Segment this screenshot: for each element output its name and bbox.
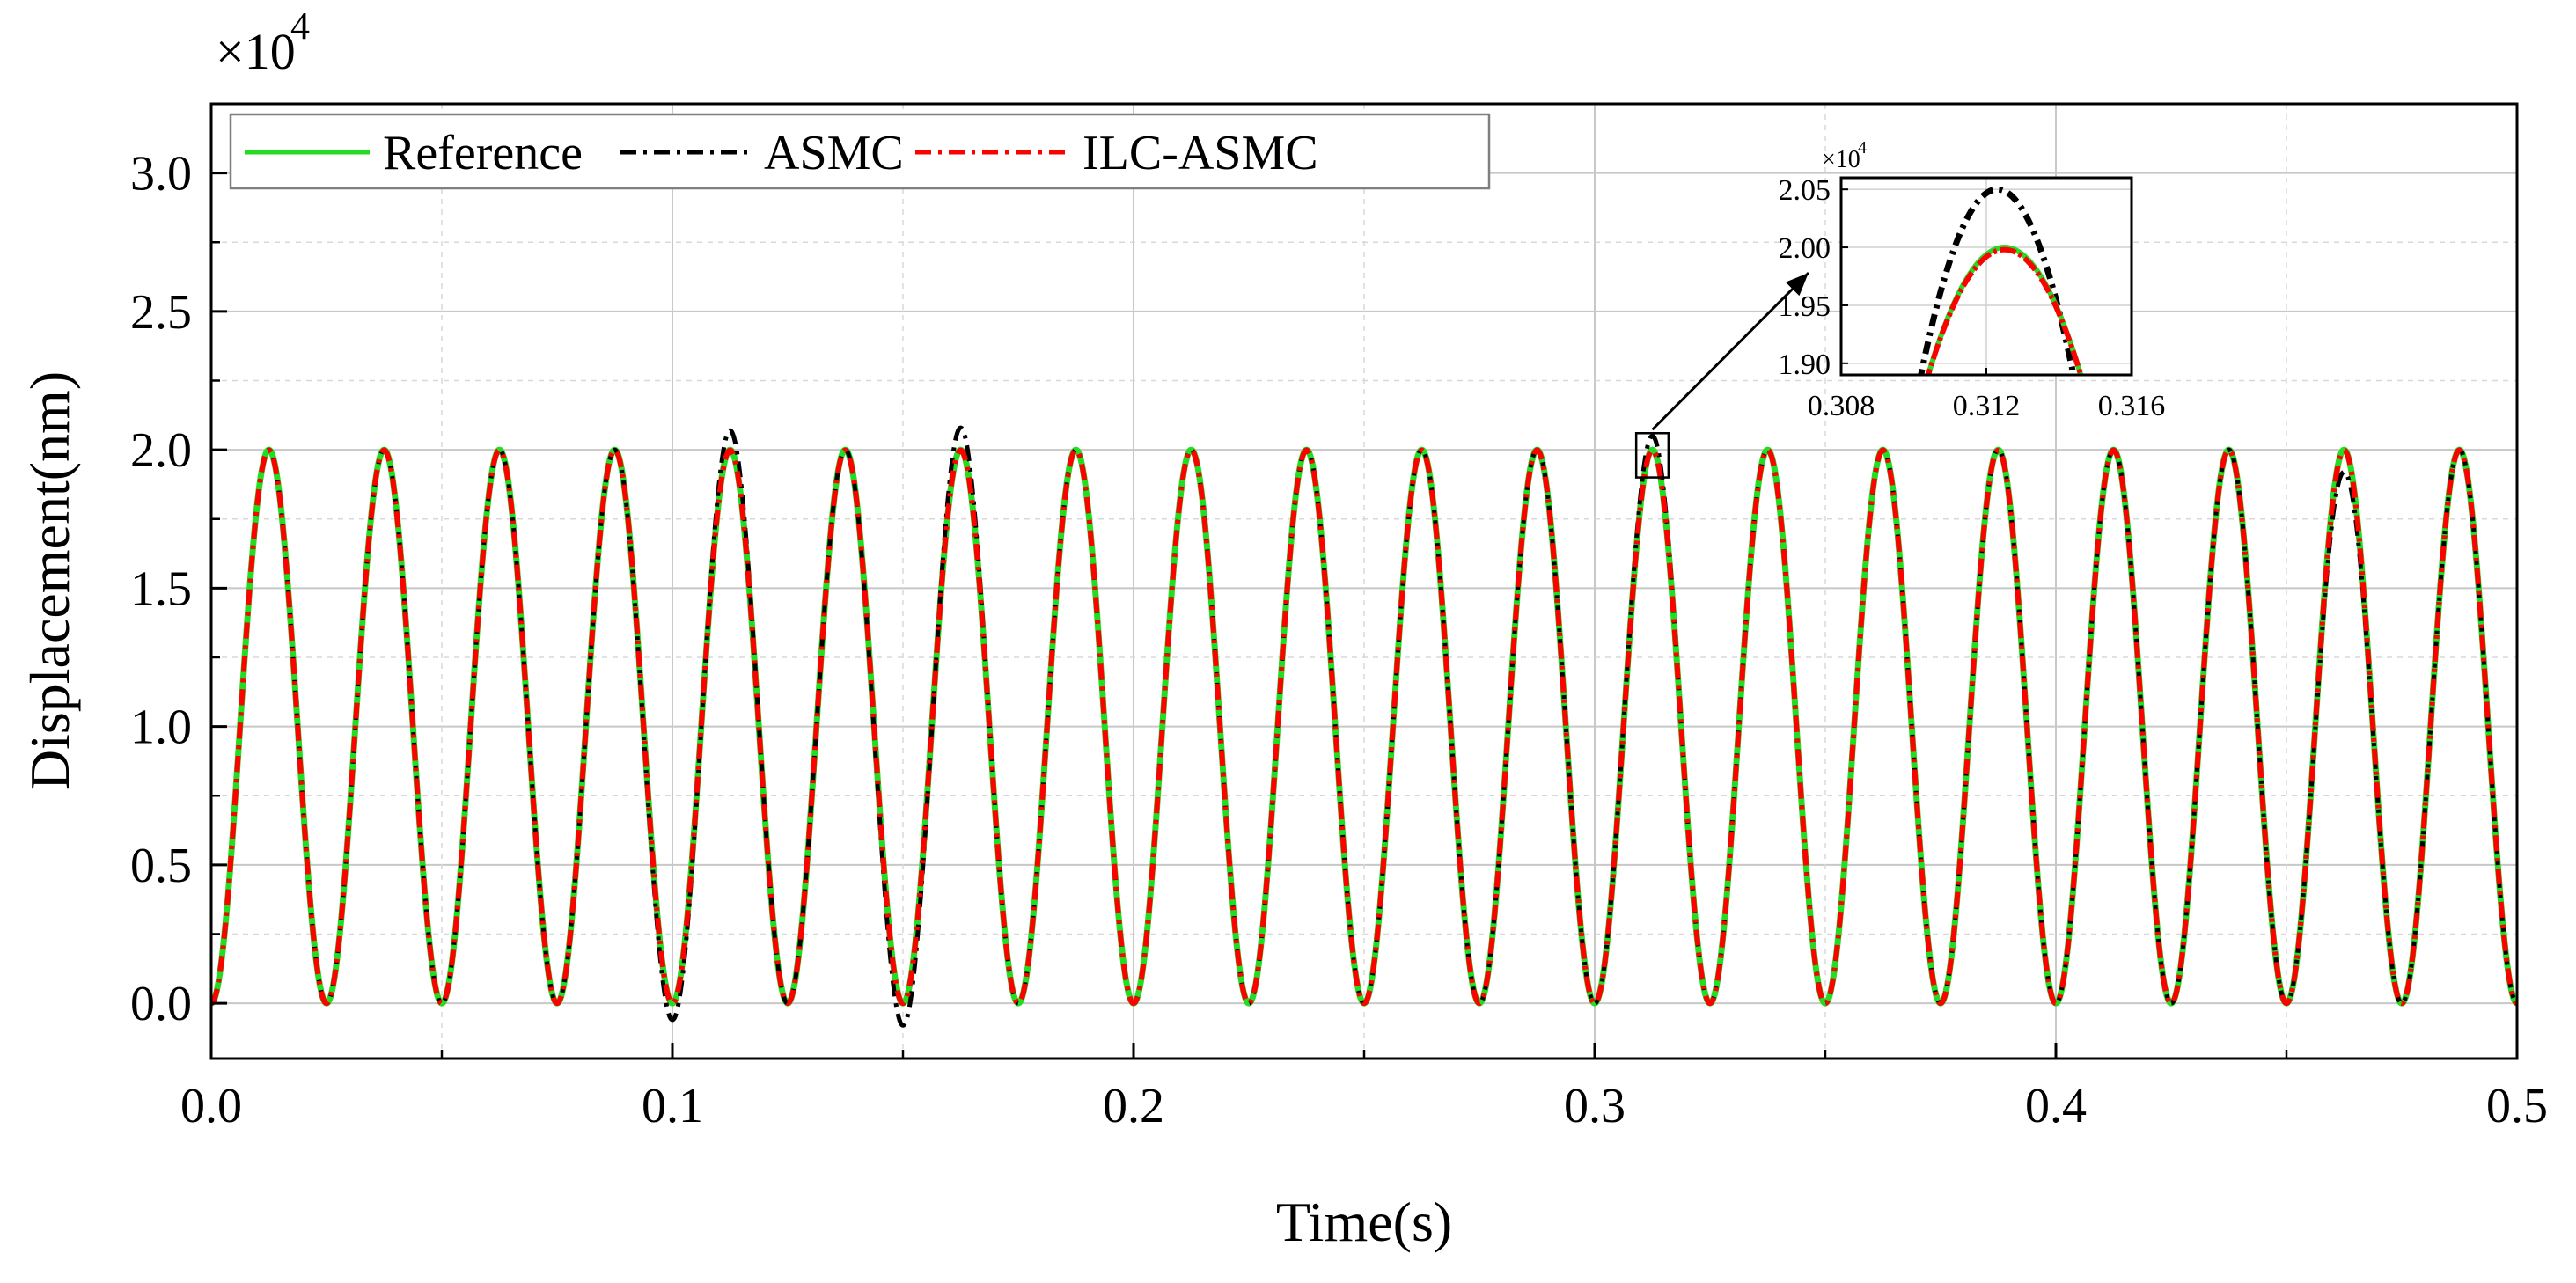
tick-labels: 0.0 0.1 0.2 0.3 0.4 0.5 0.0 0.5 1.0 1.5 2.0 2.5 3.0 bbox=[130, 147, 2548, 1133]
x-tick-label: 0.2 bbox=[1103, 1079, 1164, 1133]
series-layer bbox=[211, 425, 2517, 1028]
inset-chart: 0.308 0.312 0.316 1.90 1.95 2.00 2.05 ×10 4 bbox=[1779, 138, 2166, 422]
x-axis-title: Time(s) bbox=[1276, 1191, 1452, 1253]
legend-label-asmc: ASMC bbox=[764, 126, 904, 180]
inset-x-tick-label: 0.308 bbox=[1808, 390, 1875, 422]
y-scale-label: ×10 bbox=[216, 23, 296, 80]
y-tick-label: 2.5 bbox=[130, 285, 192, 340]
inset-x-tick-label: 0.312 bbox=[1953, 390, 2021, 422]
y-axis-title: Displacement(nm) bbox=[18, 371, 81, 790]
legend: Reference ASMC ILC-ASMC bbox=[229, 113, 1491, 190]
zoom-arrowhead bbox=[1785, 273, 1809, 297]
y-tick-label: 2.0 bbox=[130, 423, 192, 478]
x-tick-label: 0.3 bbox=[1564, 1079, 1626, 1133]
y-tick-label: 3.0 bbox=[130, 147, 192, 202]
inset-y-tick-label: 1.90 bbox=[1779, 348, 1831, 381]
y-tick-label: 1.0 bbox=[130, 700, 192, 755]
y-tick-label: 0.5 bbox=[130, 839, 192, 893]
legend-box bbox=[229, 113, 1491, 190]
x-tick-label: 0.0 bbox=[180, 1079, 242, 1133]
inset-y-scale-label: ×10 bbox=[1822, 146, 1860, 173]
series-ilc-asmc bbox=[211, 447, 2517, 1007]
y-tick-label: 0.0 bbox=[130, 977, 192, 1031]
zoom-arrow bbox=[1651, 271, 1810, 431]
zoom-box bbox=[1634, 431, 1670, 479]
legend-label-ilc-asmc: ILC-ASMC bbox=[1083, 126, 1318, 180]
inset-series-asmc bbox=[1918, 186, 2077, 375]
legend-label-reference: Reference bbox=[383, 126, 583, 180]
inset-y-tick-label: 1.95 bbox=[1779, 290, 1831, 323]
y-scale-exponent: 4 bbox=[290, 4, 310, 48]
x-tick-label: 0.1 bbox=[642, 1079, 703, 1133]
inset-series-ilc-asmc bbox=[1925, 246, 2084, 375]
axis-ticks bbox=[209, 172, 2519, 1059]
x-tick-label: 0.5 bbox=[2486, 1079, 2548, 1133]
inset-y-scale-exponent: 4 bbox=[1858, 138, 1867, 158]
inset-y-tick-label: 2.05 bbox=[1779, 174, 1831, 207]
inset-series bbox=[1918, 186, 2084, 375]
x-tick-label: 0.4 bbox=[2025, 1079, 2087, 1133]
y-tick-label: 1.5 bbox=[130, 561, 192, 616]
inset-y-tick-label: 2.00 bbox=[1779, 232, 1831, 265]
inset-ticks bbox=[1840, 188, 2132, 375]
grid-minor bbox=[211, 104, 2517, 1059]
inset-x-tick-label: 0.316 bbox=[2098, 390, 2166, 422]
inset-tick-labels: 0.308 0.312 0.316 1.90 1.95 2.00 2.05 bbox=[1779, 174, 2166, 422]
